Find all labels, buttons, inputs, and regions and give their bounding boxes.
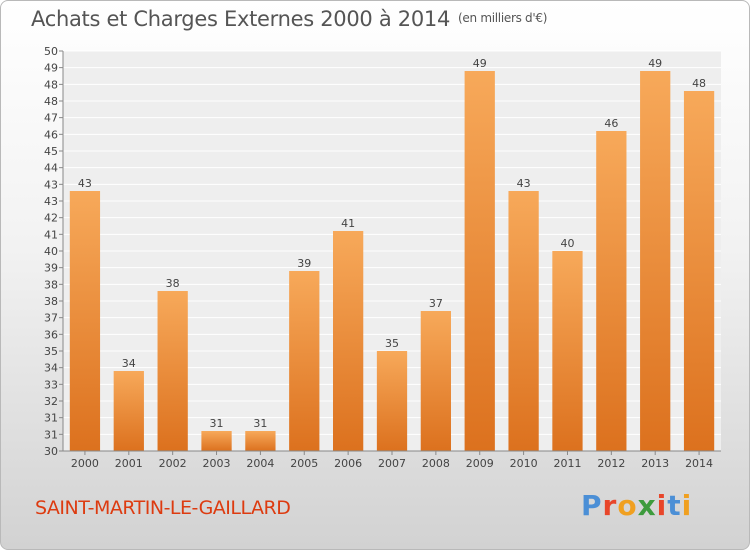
y-tick-label: 30 — [44, 445, 58, 458]
x-tick-label-2005: 2005 — [290, 457, 318, 470]
bar-2009 — [464, 71, 495, 451]
logo-letter: r — [602, 489, 618, 522]
data-label-2009: 49 — [473, 57, 487, 70]
chart-title: Achats et Charges Externes 2000 à 2014 (e… — [31, 7, 547, 31]
x-tick-label-2009: 2009 — [466, 457, 494, 470]
y-tick-label: 49 — [44, 62, 58, 75]
data-label-2008: 37 — [429, 297, 443, 310]
x-tick-label-2007: 2007 — [378, 457, 406, 470]
y-tick-label: 38 — [44, 295, 58, 308]
bar-2012 — [596, 131, 627, 451]
data-label-2002: 38 — [166, 277, 180, 290]
data-label-2007: 35 — [385, 337, 399, 350]
axis-layer: 30 31 31 32 33 34 35 36 37 38 38 39 40 41 42 43 43 44 45 46… — [44, 45, 721, 470]
logo-letter: i — [656, 489, 668, 522]
data-label-2014: 48 — [692, 77, 706, 90]
data-label-2003: 31 — [210, 417, 224, 430]
y-tick-label: 43 — [44, 195, 58, 208]
y-tick-label: 48 — [44, 78, 58, 91]
x-tick-label-2001: 2001 — [115, 457, 143, 470]
y-tick-label: 37 — [44, 312, 58, 325]
data-label-2006: 41 — [341, 217, 355, 230]
y-tick-label: 43 — [44, 178, 58, 191]
y-tick-label: 47 — [44, 112, 58, 125]
y-tick-label: 42 — [44, 212, 58, 225]
commune-name: SAINT-MARTIN-LE-GAILLARD — [35, 497, 291, 519]
x-tick-label-2006: 2006 — [334, 457, 362, 470]
y-tick-label: 33 — [44, 378, 58, 391]
logo-letter: P — [581, 489, 603, 522]
y-tick-label: 32 — [44, 395, 58, 408]
data-label-2010: 43 — [517, 177, 531, 190]
x-tick-label-2013: 2013 — [641, 457, 669, 470]
proxiti-logo: Proxiti — [581, 489, 692, 522]
y-tick-label: 35 — [44, 345, 58, 358]
bar-2003 — [201, 431, 232, 451]
x-tick-label-2003: 2003 — [203, 457, 231, 470]
logo-letter: t — [667, 489, 682, 522]
x-tick-label-2012: 2012 — [597, 457, 625, 470]
data-label-2012: 46 — [604, 117, 618, 130]
y-tick-label: 48 — [44, 95, 58, 108]
bar-2004 — [245, 431, 276, 451]
bar-2010 — [508, 191, 539, 451]
data-label-2005: 39 — [297, 257, 311, 270]
y-tick-label: 36 — [44, 328, 58, 341]
bar-2014 — [683, 91, 715, 451]
bar-2008 — [420, 311, 452, 451]
bar-2011 — [552, 251, 583, 451]
chart-title-text: Achats et Charges Externes 2000 à 2014 — [31, 7, 451, 31]
bar-2000 — [69, 191, 101, 451]
y-tick-label: 34 — [44, 362, 58, 375]
data-label-2000: 43 — [78, 177, 92, 190]
x-tick-label-2004: 2004 — [246, 457, 274, 470]
y-tick-label: 39 — [44, 262, 58, 275]
bar-layer: 43 34 38 31 31 39 41 35 37 49 43 40 46 49 48 — [69, 57, 715, 451]
data-label-2011: 40 — [560, 237, 574, 250]
x-tick-label-2011: 2011 — [553, 457, 581, 470]
y-tick-label: 50 — [44, 45, 58, 58]
chart-unit: (en milliers d'€) — [458, 11, 548, 25]
y-tick-label: 31 — [44, 412, 58, 425]
data-label-2004: 31 — [253, 417, 267, 430]
logo-letter: o — [617, 489, 638, 522]
y-tick-label: 31 — [44, 428, 58, 441]
y-tick-label: 45 — [44, 145, 58, 158]
bar-2007 — [376, 351, 408, 451]
x-tick-label-2010: 2010 — [510, 457, 538, 470]
bar-2005 — [289, 271, 320, 451]
x-tick-label-2014: 2014 — [685, 457, 713, 470]
bar-2013 — [640, 71, 671, 451]
y-tick-label: 46 — [44, 128, 58, 141]
y-tick-label: 38 — [44, 278, 58, 291]
bar-2002 — [157, 291, 188, 451]
data-label-2001: 34 — [122, 357, 136, 370]
logo-letter: x — [637, 489, 657, 522]
y-tick-label: 41 — [44, 228, 58, 241]
y-tick-label: 44 — [44, 162, 58, 175]
x-tick-label-2002: 2002 — [159, 457, 187, 470]
bar-2006 — [332, 231, 364, 451]
x-tick-label-2008: 2008 — [422, 457, 450, 470]
x-tick-label-2000: 2000 — [71, 457, 99, 470]
logo-letter: i — [681, 489, 693, 522]
data-label-2013: 49 — [648, 57, 662, 70]
bar-2001 — [113, 371, 144, 451]
y-tick-label: 40 — [44, 245, 58, 258]
